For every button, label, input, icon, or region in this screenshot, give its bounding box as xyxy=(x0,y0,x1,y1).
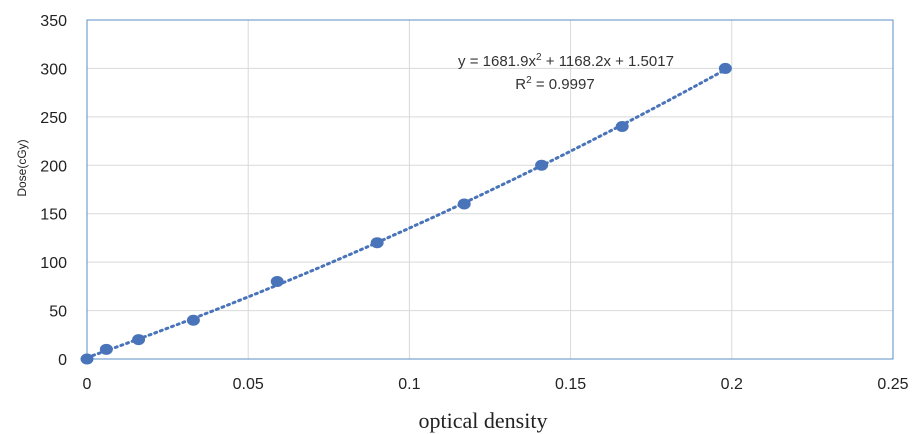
x-tick-label: 0 xyxy=(83,376,92,393)
data-point xyxy=(535,159,549,171)
x-tick-label: 0.15 xyxy=(555,376,586,393)
data-point xyxy=(615,121,629,133)
r-squared-label: R2 = 0.9997 xyxy=(515,75,594,93)
data-point xyxy=(270,276,284,288)
y-tick-label: 100 xyxy=(40,255,67,272)
y-tick-label: 350 xyxy=(40,13,67,30)
y-axis-ticks: 0 50 100 150 200 250 300 350 xyxy=(40,13,67,369)
data-point xyxy=(370,237,384,249)
data-point xyxy=(80,353,94,365)
y-tick-label: 150 xyxy=(40,207,67,224)
y-tick-label: 50 xyxy=(49,304,67,321)
y-tick-label: 0 xyxy=(58,352,67,369)
data-point xyxy=(99,343,113,355)
x-axis-label: optical density xyxy=(419,408,548,433)
x-tick-label: 0.25 xyxy=(877,376,908,393)
data-point xyxy=(718,62,732,74)
x-tick-label: 0.1 xyxy=(398,376,420,393)
gridlines xyxy=(86,19,894,360)
y-tick-label: 250 xyxy=(40,110,67,127)
data-point xyxy=(186,314,200,326)
plot-area-border xyxy=(86,19,894,360)
data-points xyxy=(80,62,732,365)
data-point xyxy=(132,334,146,346)
y-tick-label: 300 xyxy=(40,61,67,78)
y-axis-label: Dose(cGy) xyxy=(15,139,29,196)
x-axis-ticks: 0 0.05 0.1 0.15 0.2 0.25 xyxy=(83,376,909,393)
data-point xyxy=(457,198,471,210)
trendline-equation: y = 1681.9x2 + 1168.2x + 1.5017 xyxy=(458,52,674,70)
x-tick-label: 0.05 xyxy=(233,376,264,393)
y-tick-label: 200 xyxy=(40,158,67,175)
x-tick-label: 0.2 xyxy=(721,376,743,393)
